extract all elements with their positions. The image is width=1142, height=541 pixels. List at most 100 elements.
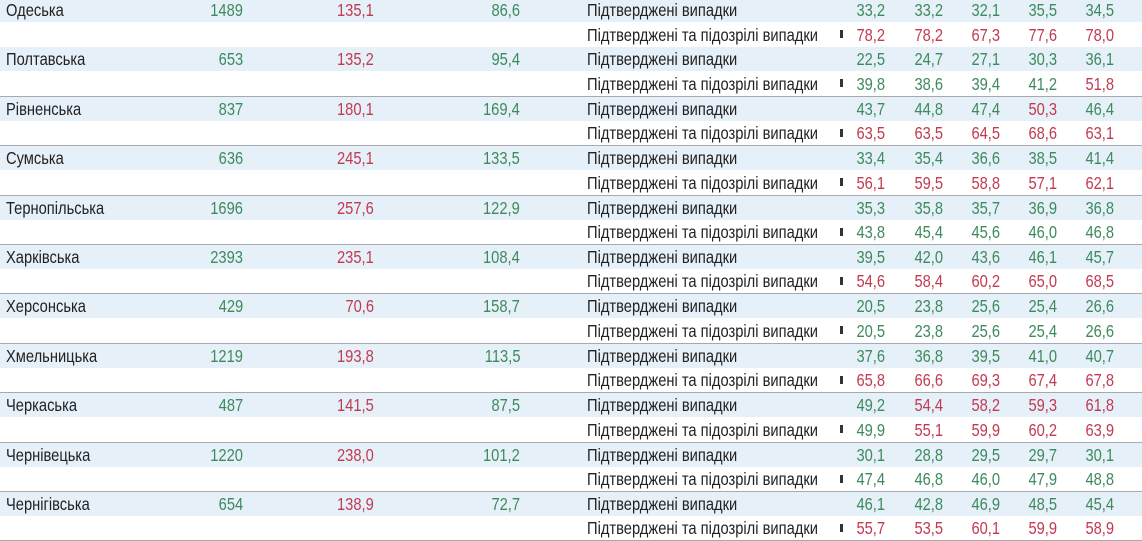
confirmed-value-text: 43,7 (856, 98, 885, 119)
confirmed-value: 48,5 (1005, 492, 1057, 516)
confirmed-suspected-value: 56,1 (833, 171, 885, 195)
region-value-3: 122,9 (420, 196, 520, 220)
confirmed-value: 27,1 (948, 47, 1000, 71)
confirmed-value: 61,8 (1062, 393, 1114, 417)
confirmed-value: 43,6 (948, 245, 1000, 269)
confirmed-suspected-value-text: 58,4 (914, 271, 943, 292)
confirmed-suspected-value: 58,8 (948, 171, 1000, 195)
confirmed-label: Підтверджені випадки (587, 344, 857, 368)
confirmed-label: Підтверджені випадки (587, 294, 857, 318)
confirmed-subrow: Сумська 636 245,1 133,5 Підтверджені випадки… (0, 146, 1142, 171)
confirmed-suspected-value-text: 57,1 (1028, 172, 1057, 193)
confirmed-suspected-value: 46,8 (891, 467, 943, 491)
confirmed-suspected-value: 58,9 (1062, 516, 1114, 540)
confirmed-suspected-value-text: 77,6 (1028, 24, 1057, 45)
confirmed-suspected-value-text: 63,1 (1085, 123, 1114, 144)
confirmed-suspected-value-text: 58,8 (971, 172, 1000, 193)
confirmed-suspected-value-text: 48,8 (1085, 469, 1114, 490)
confirmed-suspected-value: 55,7 (833, 516, 885, 540)
confirmed-suspected-value-text: 51,8 (1085, 73, 1114, 94)
confirmed-suspected-subrow: Підтверджені та підозрілі випадки 54,6 58,… (0, 269, 1142, 294)
region-value-2: 138,9 (280, 492, 374, 516)
confirmed-value: 35,4 (891, 146, 943, 170)
region-name: Хмельницька (6, 344, 206, 368)
region-value-3-text: 133,5 (483, 148, 520, 169)
confirmed-value: 35,5 (1005, 0, 1057, 22)
confirmed-value-text: 25,6 (971, 296, 1000, 317)
confirmed-value: 41,4 (1062, 146, 1114, 170)
region-row: Рівненська 837 180,1 169,4 Підтверджені випа… (0, 96, 1142, 147)
confirmed-suspected-value: 55,1 (891, 418, 943, 442)
region-value-2: 245,1 (280, 146, 374, 170)
confirmed-suspected-label: Підтверджені та підозрілі випадки (587, 418, 857, 442)
confirmed-value: 46,9 (948, 492, 1000, 516)
confirmed-suspected-value-text: 20,5 (856, 320, 885, 341)
confirmed-suspected-value-text: 59,9 (1028, 518, 1057, 539)
confirmed-value: 40,7 (1062, 344, 1114, 368)
region-value-1-text: 1696 (210, 197, 243, 218)
confirmed-suspected-label-text: Підтверджені та підозрілі випадки (587, 172, 818, 193)
confirmed-subrow: Херсонська 429 70,6 158,7 Підтверджені випад… (0, 294, 1142, 319)
region-value-2: 180,1 (280, 97, 374, 121)
confirmed-suspected-value: 69,3 (948, 368, 1000, 392)
confirmed-value-text: 38,5 (1028, 148, 1057, 169)
confirmed-value: 22,5 (833, 47, 885, 71)
confirmed-value: 36,1 (1062, 47, 1114, 71)
confirmed-suspected-value: 23,8 (891, 319, 943, 343)
confirmed-subrow: Хмельницька 1219 193,8 113,5 Підтверджені ви… (0, 343, 1142, 368)
region-value-3-text: 87,5 (491, 395, 520, 416)
confirmed-suspected-label: Підтверджені та підозрілі випадки (587, 368, 857, 392)
confirmed-value: 20,5 (833, 294, 885, 318)
region-name-text: Чернівецька (6, 444, 91, 465)
confirmed-suspected-value: 41,2 (1005, 72, 1057, 96)
confirmed-suspected-value: 26,6 (1062, 319, 1114, 343)
confirmed-suspected-value: 45,4 (891, 220, 943, 244)
confirmed-value: 45,4 (1062, 492, 1114, 516)
confirmed-suspected-value: 47,4 (833, 467, 885, 491)
region-value-2: 135,2 (280, 47, 374, 71)
confirmed-suspected-value-text: 60,1 (971, 518, 1000, 539)
region-value-3-text: 86,6 (491, 0, 520, 20)
confirmed-value: 36,6 (948, 146, 1000, 170)
confirmed-label: Підтверджені випадки (587, 245, 857, 269)
confirmed-suspected-value: 63,1 (1062, 121, 1114, 145)
row-marker (840, 425, 843, 434)
confirmed-value-text: 43,6 (971, 246, 1000, 267)
confirmed-suspected-value-text: 39,4 (971, 73, 1000, 94)
confirmed-value-text: 45,7 (1085, 246, 1114, 267)
confirmed-label-text: Підтверджені випадки (587, 345, 738, 366)
confirmed-suspected-label-text: Підтверджені та підозрілі випадки (587, 370, 818, 391)
region-value-3-text: 113,5 (484, 345, 520, 366)
confirmed-value: 33,4 (833, 146, 885, 170)
confirmed-value-text: 32,1 (971, 0, 1000, 20)
region-value-1-text: 487 (218, 395, 243, 416)
confirmed-value-text: 59,3 (1028, 395, 1057, 416)
confirmed-suspected-value: 46,8 (1062, 220, 1114, 244)
confirmed-value: 37,6 (833, 344, 885, 368)
confirmed-suspected-label: Підтверджені та підозрілі випадки (587, 319, 857, 343)
region-value-3-text: 169,4 (483, 98, 520, 119)
confirmed-value-text: 33,2 (856, 0, 885, 20)
region-name: Полтавська (6, 47, 206, 71)
confirmed-suspected-value-text: 23,8 (914, 320, 943, 341)
confirmed-value: 30,1 (1062, 443, 1114, 467)
row-marker (840, 227, 843, 236)
confirmed-value: 28,8 (891, 443, 943, 467)
confirmed-value-text: 22,5 (856, 49, 885, 70)
confirmed-suspected-value: 46,0 (948, 467, 1000, 491)
confirmed-suspected-value-text: 45,6 (971, 222, 1000, 243)
confirmed-value-text: 39,5 (971, 345, 1000, 366)
confirmed-value-text: 30,1 (856, 444, 885, 465)
region-value-2-text: 141,5 (337, 395, 374, 416)
confirmed-value: 35,3 (833, 196, 885, 220)
region-value-3: 113,5 (420, 344, 520, 368)
confirmed-suspected-value: 58,4 (891, 269, 943, 293)
confirmed-value: 59,3 (1005, 393, 1057, 417)
region-name: Одеська (6, 0, 206, 22)
confirmed-value-text: 48,5 (1028, 493, 1057, 514)
region-row: Одеська 1489 135,1 86,6 Підтверджені випадки… (0, 0, 1142, 48)
confirmed-suspected-value: 53,5 (891, 516, 943, 540)
confirmed-label: Підтверджені випадки (587, 0, 857, 22)
confirmed-value: 44,8 (891, 97, 943, 121)
confirmed-suspected-value: 59,9 (948, 418, 1000, 442)
